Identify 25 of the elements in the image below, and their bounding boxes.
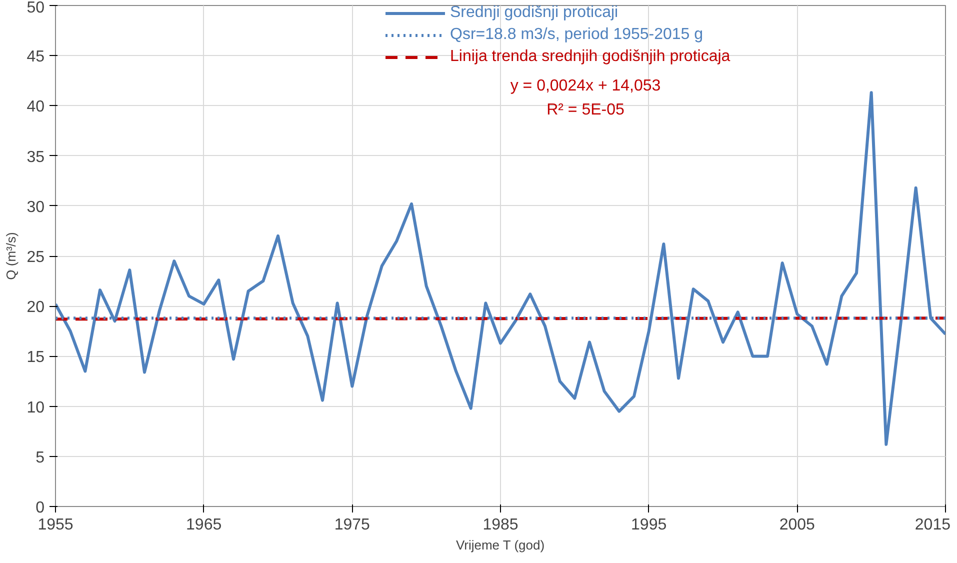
y-tick-label: 50 bbox=[26, 0, 45, 16]
x-tick-label: 2015 bbox=[914, 516, 951, 534]
legend-label: Linija trenda srednjih godišnjih proticaja bbox=[450, 47, 730, 67]
legend-label: Srednji godišnji proticaji bbox=[450, 4, 618, 23]
x-tick-label: 1955 bbox=[38, 516, 74, 534]
annotation: R² = 5E-05 bbox=[546, 102, 625, 118]
x-tick-label: 1975 bbox=[334, 516, 370, 534]
x-tick-label: 1995 bbox=[631, 516, 667, 534]
legend-label: Qsr=18.8 m3/s, period 1955-2015 g bbox=[450, 25, 704, 45]
y-tick-label: 15 bbox=[26, 349, 45, 366]
y-tick-label: 40 bbox=[26, 98, 45, 116]
y-axis-title: Q (m³/s) bbox=[4, 232, 19, 280]
x-tick-label: 2005 bbox=[779, 516, 816, 534]
y-tick-label: 30 bbox=[26, 198, 45, 216]
y-tick-label: 20 bbox=[26, 299, 45, 316]
y-tick-label: 10 bbox=[26, 399, 45, 416]
x-axis-title: Vrijeme T (god) bbox=[456, 538, 545, 552]
annotation: y = 0,0024x + 14,053 bbox=[510, 78, 661, 94]
x-tick-label: 1965 bbox=[186, 516, 222, 534]
y-tick-label: 5 bbox=[36, 449, 45, 466]
y-tick-label: 25 bbox=[26, 249, 45, 266]
y-tick-label: 35 bbox=[26, 148, 45, 166]
x-tick-label: 1985 bbox=[482, 516, 518, 534]
y-tick-label: 45 bbox=[26, 48, 45, 66]
y-tick-label: 0 bbox=[36, 500, 45, 516]
